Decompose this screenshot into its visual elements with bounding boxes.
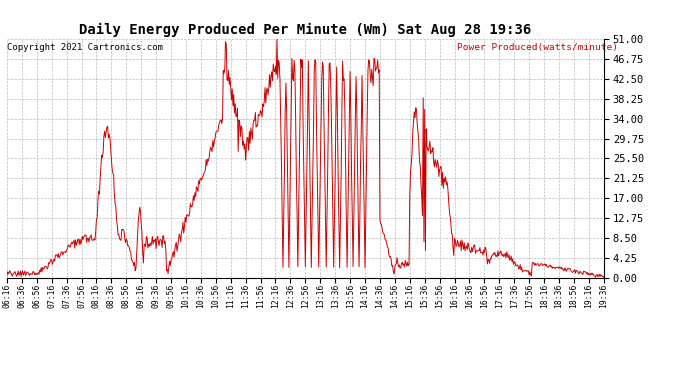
Text: Copyright 2021 Cartronics.com: Copyright 2021 Cartronics.com (7, 43, 163, 52)
Text: Power Produced(watts/minute): Power Produced(watts/minute) (457, 43, 618, 52)
Title: Daily Energy Produced Per Minute (Wm) Sat Aug 28 19:36: Daily Energy Produced Per Minute (Wm) Sa… (79, 22, 531, 37)
